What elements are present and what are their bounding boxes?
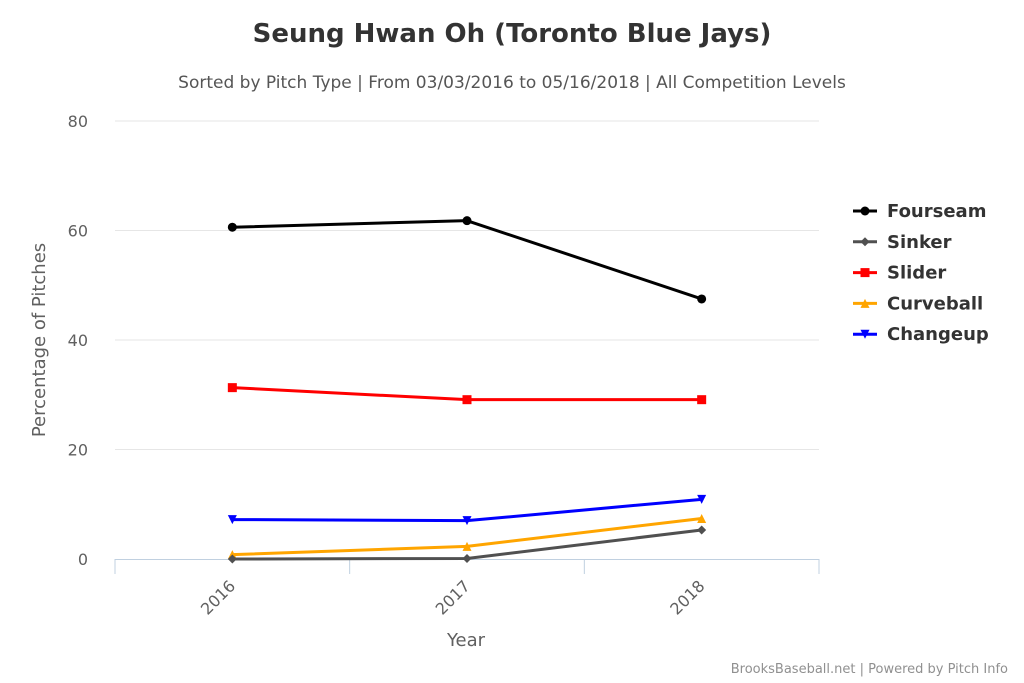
sinker-point — [697, 525, 707, 535]
slider-point — [462, 395, 472, 405]
sinker-point — [227, 554, 237, 564]
changeup-point — [697, 494, 707, 504]
legend-item-sinker[interactable]: Sinker — [853, 232, 952, 253]
legend[interactable]: Fourseam Sinker Slider Curveball Changeup — [853, 201, 989, 345]
x-tick-label: 2016 — [197, 576, 239, 618]
legend-item-fourseam[interactable]: Fourseam — [853, 201, 986, 222]
legend-symbol — [860, 206, 870, 216]
changeup-point — [462, 516, 472, 526]
y-tick-label: 60 — [68, 222, 88, 241]
series-sinker — [227, 525, 707, 564]
legend-symbol — [860, 298, 870, 308]
legend-label: Sinker — [887, 232, 952, 253]
series-fourseam — [227, 216, 707, 304]
y-axis-ticks: 0 20 40 60 80 — [68, 112, 88, 569]
x-tick-label: 2017 — [432, 576, 474, 618]
series-changeup — [227, 494, 707, 526]
fourseam-point — [227, 222, 237, 232]
y-tick-label: 80 — [68, 112, 88, 131]
legend-item-changeup[interactable]: Changeup — [853, 324, 989, 345]
legend-symbol — [860, 268, 870, 278]
legend-label: Slider — [887, 263, 946, 284]
fourseam-point — [462, 216, 472, 226]
legend-symbol — [860, 329, 870, 339]
y-tick-label: 20 — [68, 441, 88, 460]
legend-label: Curveball — [887, 293, 983, 314]
series-layer — [227, 216, 707, 564]
curveball-point — [697, 513, 707, 523]
changeup-point — [227, 515, 237, 525]
legend-item-curveball[interactable]: Curveball — [853, 293, 983, 314]
chart-title: Seung Hwan Oh (Toronto Blue Jays) — [253, 19, 772, 49]
fourseam-line — [230, 219, 704, 301]
legend-symbol — [860, 237, 870, 247]
y-tick-label: 0 — [78, 550, 88, 569]
series-slider — [227, 383, 707, 405]
x-tick-label: 2018 — [666, 576, 708, 618]
legend-label: Changeup — [887, 324, 989, 345]
slider-point — [227, 383, 237, 393]
x-axis-title: Year — [446, 630, 486, 651]
legend-item-slider[interactable]: Slider — [853, 263, 946, 284]
slider-point — [697, 395, 707, 405]
curveball-point — [462, 541, 472, 551]
x-axis: 2016 2017 2018 — [114, 559, 820, 619]
y-axis-title: Percentage of Pitches — [29, 243, 50, 437]
credits-text[interactable]: BrooksBaseball.net | Powered by Pitch In… — [731, 662, 1008, 677]
legend-label: Fourseam — [887, 201, 986, 222]
sinker-point — [462, 553, 472, 563]
fourseam-point — [697, 294, 707, 304]
chart-subtitle: Sorted by Pitch Type | From 03/03/2016 t… — [178, 73, 846, 93]
y-tick-label: 40 — [68, 331, 88, 350]
